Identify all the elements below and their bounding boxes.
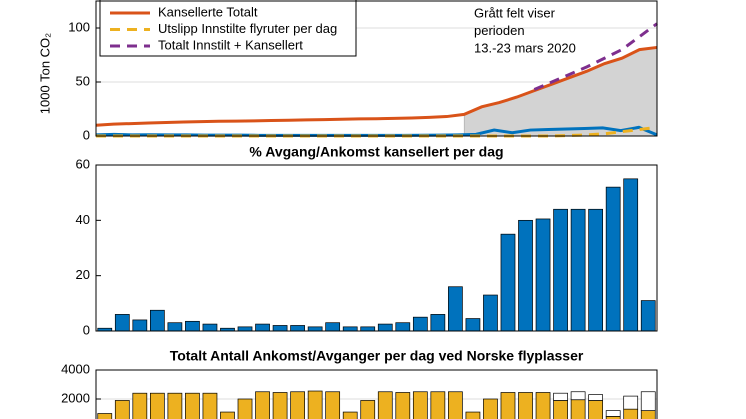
bar-segment: [588, 394, 604, 401]
legend-label: Totalt Innstilt + Kansellert: [158, 37, 303, 52]
bar: [342, 326, 358, 332]
bar-segment: [570, 391, 586, 401]
bar-segment: [395, 392, 411, 419]
bar-segment: [220, 411, 235, 419]
bar-segment: [448, 391, 463, 419]
bar: [605, 186, 621, 332]
bar: [553, 208, 568, 332]
bar: [114, 314, 130, 332]
bar-segment: [483, 398, 498, 419]
bar-segment: [430, 391, 446, 419]
bar: [132, 319, 148, 332]
bar: [377, 323, 393, 332]
bar-segment: [588, 400, 604, 419]
y-tick-label: 20: [76, 267, 90, 282]
bar-segment: [412, 391, 428, 419]
bar-segment: [623, 395, 639, 410]
bar: [570, 208, 586, 332]
bar-segment: [605, 410, 621, 417]
bar-segment: [255, 391, 270, 419]
panel-title: % Avgang/Ankomst kansellert per dag: [249, 144, 503, 160]
series-line: [95, 45, 658, 127]
bar-segment: [342, 411, 358, 419]
bar: [307, 326, 323, 332]
bar: [448, 286, 463, 332]
bar: [255, 323, 270, 332]
bar: [412, 316, 428, 332]
bar-segment: [377, 391, 393, 419]
bar: [202, 323, 218, 332]
bar: [360, 326, 376, 332]
y-tick-label: 100: [68, 19, 90, 34]
legend-label: Utslipp Innstilte flyruter per dag: [158, 21, 337, 36]
annotation: 13.-23 mars 2020: [474, 40, 576, 55]
bar-segment: [167, 392, 183, 419]
bar: [500, 233, 516, 332]
bar: [185, 320, 200, 332]
bar: [483, 294, 498, 332]
shaded-period: [463, 47, 658, 137]
bar-segment: [307, 390, 323, 419]
bar-segment: [518, 392, 533, 419]
bar: [325, 322, 341, 332]
bar: [430, 314, 446, 332]
bar-segment: [465, 411, 481, 419]
axes-box: [95, 369, 658, 419]
y-tick-label: 60: [76, 156, 90, 171]
y-tick-label: 0: [83, 127, 90, 142]
annotation: Grått felt viser: [474, 5, 556, 20]
bar-segment: [290, 391, 305, 419]
y-tick-label: 2000: [61, 390, 90, 405]
bar-segment: [149, 392, 165, 419]
bar-segment: [97, 413, 113, 419]
bar: [272, 325, 288, 332]
series-line: [533, 22, 658, 91]
y-tick-label: 0: [83, 322, 90, 337]
bar: [518, 219, 533, 332]
bar-segment: [640, 410, 656, 419]
bar-segment: [623, 408, 639, 419]
bar-segment: [185, 392, 200, 419]
bar-segment: [360, 400, 376, 419]
bar: [623, 178, 639, 332]
bar-segment: [570, 399, 586, 419]
panel-title: Totalt Antall Ankomst/Avganger per dag v…: [170, 348, 584, 364]
bar: [640, 300, 656, 332]
bar-segment: [202, 392, 218, 419]
bar: [290, 325, 305, 332]
bar-segment: [132, 392, 148, 419]
bar-segment: [553, 400, 568, 419]
bar: [395, 322, 411, 332]
bar: [465, 318, 481, 332]
axes-box: [95, 0, 658, 137]
y-tick-label: 4000: [61, 361, 90, 376]
bar: [167, 322, 183, 332]
bar-segment: [237, 398, 253, 419]
legend-box: [99, 0, 357, 57]
legend-label: Kansellerte Totalt: [158, 4, 258, 19]
bar-segment: [500, 392, 516, 419]
bar-segment: [114, 400, 130, 419]
bar-segment: [640, 391, 656, 411]
y-tick-label: 50: [76, 73, 90, 88]
bar: [149, 309, 165, 332]
bar-segment: [535, 392, 551, 419]
bar-segment: [272, 392, 288, 419]
y-tick-label: 40: [76, 212, 90, 227]
axes-box: [95, 164, 658, 332]
bar-segment: [325, 391, 341, 419]
bar-segment: [553, 392, 568, 401]
bar: [588, 208, 604, 332]
y-axis-label: 1000 Ton CO₂: [37, 33, 52, 114]
bar: [535, 218, 551, 332]
annotation: perioden: [474, 23, 525, 38]
bar: [237, 326, 253, 332]
